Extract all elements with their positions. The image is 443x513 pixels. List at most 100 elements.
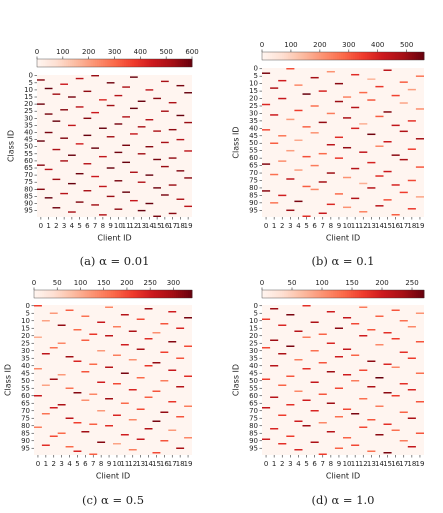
heatmap-cell [52, 93, 61, 95]
heatmap-cell [97, 441, 106, 443]
colorbar-segment [75, 59, 79, 67]
x-tick-label: 17 [399, 460, 408, 468]
colorbar-tick-label: 250 [405, 279, 418, 287]
colorbar-segment [292, 52, 295, 60]
heatmap-cell [136, 438, 145, 440]
x-tick-label: 4 [296, 222, 301, 230]
heatmap-cell [286, 118, 295, 121]
heatmap-cell [52, 120, 61, 122]
heatmap-background [262, 68, 424, 217]
colorbar-segment [126, 290, 130, 298]
heatmap-cell [81, 431, 90, 433]
x-tick-label: 16 [391, 222, 400, 230]
heatmap-cell [160, 411, 169, 413]
colorbar-segment [280, 52, 283, 60]
y-tick-label: 60 [249, 392, 258, 400]
colorbar-segment [403, 52, 407, 60]
heatmap-cell [91, 111, 99, 114]
colorbar-segment [188, 59, 191, 67]
colorbar-segment [124, 290, 128, 298]
y-tick-label: 75 [24, 178, 33, 186]
heatmap-cell [334, 193, 343, 195]
colorbar-segment [282, 290, 285, 298]
heatmap-cell [415, 341, 424, 343]
x-tick-label: 14 [375, 460, 384, 468]
heatmap-cell [359, 398, 368, 400]
x-tick-label: 12 [128, 460, 137, 468]
colorbar-segment [65, 290, 68, 298]
heatmap-cell [415, 432, 424, 434]
heatmap-cell [351, 127, 360, 130]
heatmap-cell [351, 73, 360, 76]
heatmap-cell [75, 143, 84, 145]
y-tick-label: 40 [21, 362, 30, 370]
x-tick-label: 3 [62, 222, 66, 230]
heatmap-cell [351, 354, 360, 356]
heatmap-cell [168, 341, 177, 343]
colorbar-segment [375, 52, 378, 60]
x-tick-label: 18 [407, 460, 416, 468]
y-tick-label: 30 [21, 347, 30, 355]
colorbar-segment [343, 52, 346, 60]
heatmap-cell [89, 363, 98, 365]
y-tick-label: 75 [21, 414, 30, 422]
heatmap-cell [176, 386, 185, 388]
colorbar-segment [46, 59, 50, 67]
heatmap-cell [310, 188, 319, 191]
heatmap-cell [113, 383, 121, 385]
x-tick-label: 0 [36, 460, 40, 468]
colorbar-segment [336, 290, 340, 298]
heatmap-cell [318, 212, 327, 215]
heatmap-cell [75, 201, 84, 203]
heatmap-cell [114, 180, 123, 182]
heatmap-cell [367, 419, 376, 421]
colorbar-segment [367, 290, 370, 298]
y-tick-label: 90 [21, 437, 30, 445]
x-tick-label: 13 [367, 460, 376, 468]
colorbar-tick-label: 250 [143, 279, 156, 287]
colorbar-segment [340, 52, 344, 60]
colorbar-segment [184, 59, 187, 67]
y-tick-label: 90 [249, 199, 258, 207]
x-tick-label: 1 [272, 222, 276, 230]
x-tick-label: 11 [351, 460, 360, 468]
colorbar-segment [45, 290, 49, 298]
heatmap-cell [326, 172, 335, 174]
heatmap-cell [318, 152, 327, 155]
heatmap-cell [68, 96, 76, 98]
colorbar-segment [407, 52, 411, 60]
colorbar-segment [71, 290, 74, 298]
heatmap-cell [326, 112, 335, 115]
colorbar-segment [106, 59, 110, 67]
colorbar-segment [83, 59, 86, 67]
colorbar-tick-label: 0 [260, 41, 264, 49]
colorbar-segment [262, 290, 265, 298]
colorbar-segment [170, 290, 173, 298]
heatmap-cell [294, 200, 303, 203]
colorbar-segment [415, 52, 419, 60]
heatmap-cell [367, 78, 376, 80]
colorbar-segment [188, 290, 191, 298]
colorbar-tick-label: 200 [375, 279, 388, 287]
y-tick-label: 40 [249, 362, 258, 370]
colorbar-segment [132, 290, 136, 298]
heatmap-cell [262, 347, 271, 349]
colorbar-segment [149, 59, 152, 67]
colorbar-segment [326, 52, 330, 60]
colorbar-segment [130, 59, 133, 67]
heatmap-cell [310, 164, 319, 167]
colorbar-segment [379, 52, 382, 60]
heatmap-cell [168, 128, 177, 131]
colorbar-segment [363, 290, 366, 298]
heatmap-cell [375, 315, 384, 317]
colorbar-segment [95, 290, 98, 298]
colorbar-segment [148, 290, 151, 298]
colorbar-segment [64, 59, 67, 67]
heatmap-cell [91, 147, 99, 149]
heatmap-cell [168, 101, 177, 104]
colorbar-segment [282, 52, 285, 60]
colorbar-segment [178, 290, 181, 298]
colorbar-segment [85, 59, 88, 67]
colorbar-segment [180, 290, 183, 298]
x-tick-label: 5 [75, 460, 79, 468]
